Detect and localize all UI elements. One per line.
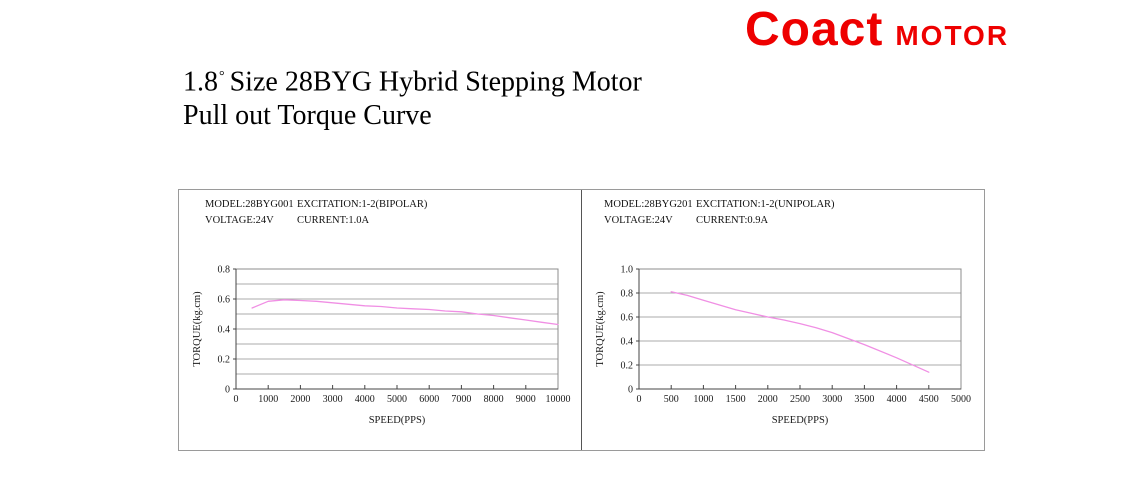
x-tick-label: 5000 bbox=[387, 394, 407, 405]
x-tick-label: 3500 bbox=[854, 394, 874, 405]
spec-voltage: VOLTAGE:24V bbox=[205, 215, 274, 226]
pull-out-torque-chart-unipolar: 0 500 1000 1500 2000 2500 3000 3500 4000 4500 5000… bbox=[595, 265, 971, 427]
x-tick-label: 8000 bbox=[484, 394, 504, 405]
page-title: 1.8° Size 28BYG Hybrid Stepping Motor Pul… bbox=[183, 60, 642, 133]
x-tick-label: 4000 bbox=[355, 394, 375, 405]
torque-curve bbox=[670, 291, 930, 373]
spec-model: MODEL:28BYG201 bbox=[604, 199, 693, 210]
y-tick-label: 0.2 bbox=[218, 355, 231, 366]
x-tick-label: 1500 bbox=[726, 394, 746, 405]
x-tick-label: 4500 bbox=[919, 394, 939, 405]
x-tick-label: 1000 bbox=[693, 394, 713, 405]
page-title-line2: Pull out Torque Curve bbox=[183, 100, 432, 132]
y-axis-title: TORQUE(kg.cm) bbox=[595, 291, 606, 367]
plot-frame bbox=[638, 268, 962, 390]
y-axis-title: TORQUE(kg.cm) bbox=[192, 291, 203, 367]
page-title-line1: 1.8° Size 28BYG Hybrid Stepping Motor bbox=[183, 60, 642, 99]
y-tick-label: 0.4 bbox=[621, 337, 634, 348]
x-tick-label: 4000 bbox=[887, 394, 907, 405]
x-tick-label: 6000 bbox=[419, 394, 439, 405]
x-axis-title: SPEED(PPS) bbox=[772, 415, 829, 426]
motor-spec-header: MODEL:28BYG001 EXCITATION:1-2(BIPOLAR) V… bbox=[179, 190, 581, 229]
x-tick-label: 2000 bbox=[290, 394, 310, 405]
y-tick-label: 0.8 bbox=[218, 265, 231, 276]
spec-current: CURRENT:1.0A bbox=[297, 215, 370, 226]
y-tick-label: 0.4 bbox=[218, 325, 231, 336]
torque-curves-panel: MODEL:28BYG001 EXCITATION:1-2(BIPOLAR) V… bbox=[178, 189, 985, 451]
step-angle: 1.8 bbox=[183, 66, 218, 98]
page-title-line1-text: Size 28BYG Hybrid Stepping Motor bbox=[229, 66, 642, 98]
y-tick-label: 0.8 bbox=[621, 289, 634, 300]
y-tick-label: 0 bbox=[628, 385, 633, 396]
x-tick-label: 10000 bbox=[546, 394, 571, 405]
torque-curve bbox=[251, 299, 559, 326]
brand-logo: Coact MOTOR bbox=[745, 2, 1009, 57]
motor-spec-header: MODEL:28BYG201 EXCITATION:1-2(UNIPOLAR) … bbox=[582, 190, 984, 229]
y-tick-label: 0.6 bbox=[218, 295, 231, 306]
x-tick-label: 0 bbox=[234, 394, 239, 405]
x-axis-title: SPEED(PPS) bbox=[369, 415, 426, 426]
brand-logo-main: Coact bbox=[745, 3, 884, 56]
x-tick-label: 1000 bbox=[258, 394, 278, 405]
x-tick-label: 9000 bbox=[516, 394, 536, 405]
x-tick-label: 2000 bbox=[758, 394, 778, 405]
x-tick-label: 3000 bbox=[822, 394, 842, 405]
chart-panel-bipolar: MODEL:28BYG001 EXCITATION:1-2(BIPOLAR) V… bbox=[179, 190, 582, 450]
brand-logo-sub: MOTOR bbox=[895, 20, 1010, 51]
y-tick-label: 0.6 bbox=[621, 313, 634, 324]
x-tick-label: 500 bbox=[664, 394, 679, 405]
spec-model: MODEL:28BYG001 bbox=[205, 199, 294, 210]
chart-panel-unipolar: MODEL:28BYG201 EXCITATION:1-2(UNIPOLAR) … bbox=[582, 190, 984, 450]
spec-voltage: VOLTAGE:24V bbox=[604, 215, 673, 226]
spec-excitation: EXCITATION:1-2(UNIPOLAR) bbox=[696, 199, 835, 210]
x-tick-label: 2500 bbox=[790, 394, 810, 405]
x-tick-label: 7000 bbox=[451, 394, 471, 405]
x-tick-label: 5000 bbox=[951, 394, 971, 405]
x-tick-label: 0 bbox=[637, 394, 642, 405]
y-tick-label: 1.0 bbox=[621, 265, 634, 276]
degree-symbol: ° bbox=[219, 69, 225, 84]
spec-current: CURRENT:0.9A bbox=[696, 215, 769, 226]
spec-excitation: EXCITATION:1-2(BIPOLAR) bbox=[297, 199, 428, 210]
pull-out-torque-chart-bipolar: 0 1000 2000 3000 4000 5000 6000 7000 8000 9000 100… bbox=[192, 265, 571, 427]
x-tick-label: 3000 bbox=[323, 394, 343, 405]
y-tick-label: 0 bbox=[225, 385, 230, 396]
y-tick-label: 0.2 bbox=[621, 361, 634, 372]
